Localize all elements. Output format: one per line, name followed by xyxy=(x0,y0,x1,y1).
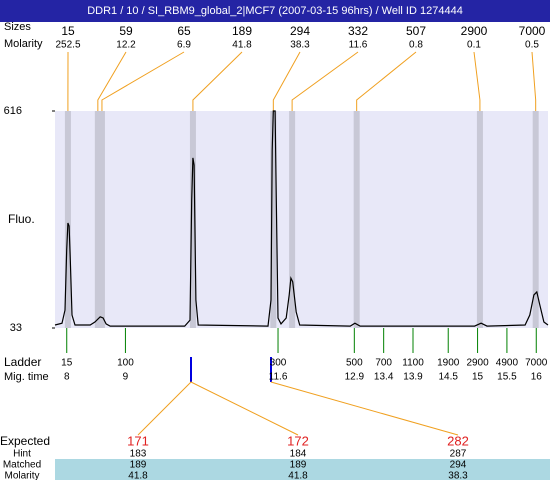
peak-band xyxy=(94,111,101,328)
peak-band xyxy=(98,111,105,328)
expected-value: 171 xyxy=(127,433,149,448)
hint-value: 184 xyxy=(290,449,307,460)
peak-band xyxy=(476,111,483,328)
mig-time: 15.5 xyxy=(497,372,517,383)
mig-time: 14.5 xyxy=(438,372,458,383)
matched-band xyxy=(55,459,550,480)
peak-molarity: 11.6 xyxy=(349,40,368,51)
plot-area xyxy=(55,111,548,328)
peak-link xyxy=(192,51,243,111)
molarity-value: 41.8 xyxy=(288,471,308,480)
row-label: Molarity xyxy=(4,38,43,50)
peak-size: 332 xyxy=(348,24,368,38)
row-label: Mig. time xyxy=(4,371,49,383)
peak-link xyxy=(101,51,185,111)
ladder-size: 7000 xyxy=(525,358,548,369)
ladder-size: 15 xyxy=(61,358,73,369)
ladder-size: 500 xyxy=(346,358,363,369)
ladder-size: 100 xyxy=(117,358,134,369)
peak-band xyxy=(270,111,277,328)
row-label: Expected xyxy=(0,434,50,448)
peak-molarity: 0.1 xyxy=(467,40,481,51)
peak-size: 7000 xyxy=(519,24,546,38)
hint-value: 287 xyxy=(450,449,467,460)
mig-time: 11.6 xyxy=(269,372,288,383)
peak-link xyxy=(291,51,359,111)
peak-band xyxy=(64,111,71,328)
ladder-size: 1900 xyxy=(437,358,460,369)
row-label: Molarity xyxy=(4,471,39,480)
mig-time: 9 xyxy=(123,372,129,383)
chart-title: DDR1 / 10 / SI_RBM9_global_2|MCF7 (2007-… xyxy=(87,5,463,17)
row-label: Ladder xyxy=(4,355,41,369)
hint-value: 183 xyxy=(130,449,147,460)
mig-time: 13.4 xyxy=(374,372,394,383)
peak-molarity: 252.5 xyxy=(55,40,80,51)
mig-time: 12.9 xyxy=(345,372,365,383)
y-tick-label: 616 xyxy=(4,105,22,117)
peak-band xyxy=(353,111,360,328)
peak-link xyxy=(531,51,537,111)
y-tick-label: 33 xyxy=(10,322,22,334)
ladder-size: 1100 xyxy=(402,358,424,369)
peak-molarity: 6.9 xyxy=(177,40,191,51)
row-label: Hint xyxy=(13,449,31,460)
peak-link xyxy=(473,51,481,111)
peak-molarity: 38.3 xyxy=(290,40,310,51)
peak-link xyxy=(272,51,301,111)
trace xyxy=(54,110,549,327)
matched-value: 189 xyxy=(290,460,307,471)
peak-band xyxy=(289,111,296,328)
expected-value: 172 xyxy=(287,433,309,448)
matched-value: 189 xyxy=(130,460,147,471)
expected-link xyxy=(137,381,299,436)
peak-molarity: 0.8 xyxy=(409,40,423,51)
expected-link xyxy=(270,381,459,436)
row-label: Sizes xyxy=(4,21,31,33)
ladder-size: 700 xyxy=(375,358,392,369)
peak-band xyxy=(532,111,539,328)
peak-band xyxy=(189,111,196,328)
peak-size: 59 xyxy=(119,24,133,38)
matched-value: 294 xyxy=(450,460,467,471)
peak-molarity: 12.2 xyxy=(116,40,136,51)
peak-size: 15 xyxy=(61,24,75,38)
peak-size: 65 xyxy=(177,24,191,38)
mig-time: 15 xyxy=(472,372,484,383)
peak-molarity: 41.8 xyxy=(232,40,252,51)
peak-molarity: 0.5 xyxy=(525,40,539,51)
row-label: Matched xyxy=(3,460,41,471)
ladder-size: 2900 xyxy=(466,358,489,369)
title-bar xyxy=(0,0,550,22)
peak-size: 507 xyxy=(406,24,426,38)
mig-time: 13.9 xyxy=(403,372,423,383)
molarity-value: 38.3 xyxy=(448,471,468,480)
ladder-size: 300 xyxy=(270,358,287,369)
ladder-size: 4900 xyxy=(496,358,519,369)
expected-value: 282 xyxy=(447,433,469,448)
y-axis-label: Fluo. xyxy=(8,212,35,226)
mig-time: 16 xyxy=(531,372,543,383)
peak-link xyxy=(97,51,127,111)
peak-link xyxy=(356,51,417,111)
peak-size: 2900 xyxy=(461,24,488,38)
mig-time: 8 xyxy=(64,372,70,383)
peak-size: 294 xyxy=(290,24,310,38)
peak-size: 189 xyxy=(232,24,252,38)
molarity-value: 41.8 xyxy=(128,471,148,480)
